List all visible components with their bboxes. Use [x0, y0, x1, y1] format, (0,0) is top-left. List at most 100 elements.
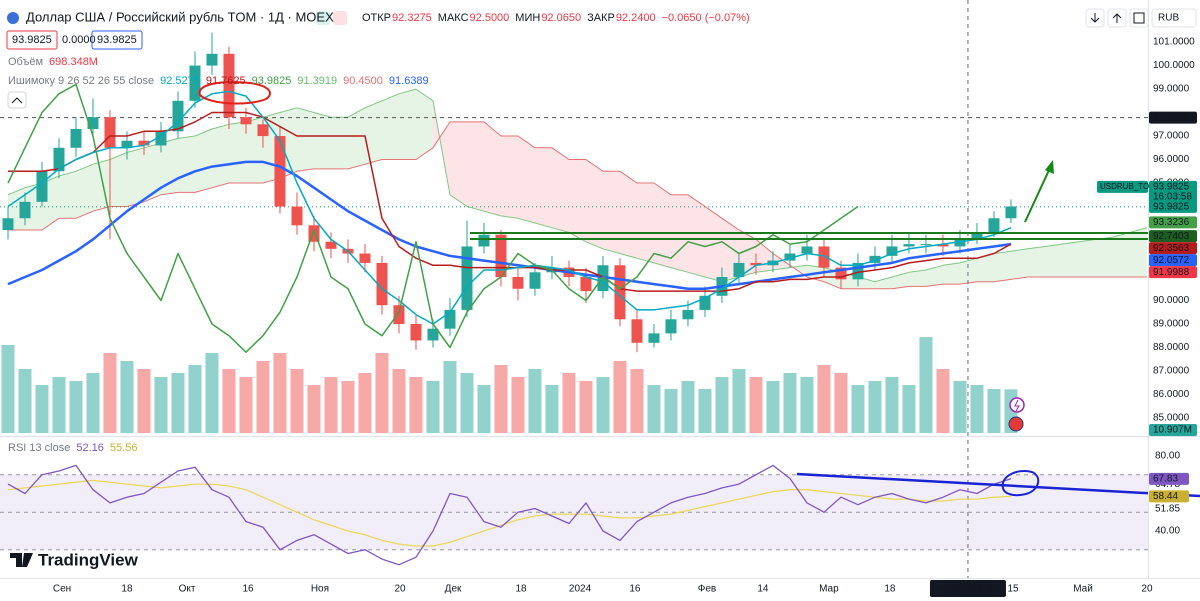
ichimoku-line: [7, 90, 1012, 325]
candle-body: [818, 246, 830, 268]
arrow-icon: [1090, 13, 1100, 23]
last-price-box: [1149, 200, 1197, 213]
cloud-segment: [891, 272, 909, 289]
volume-bar: [715, 377, 729, 433]
volume-bar: [953, 381, 967, 433]
volume-bar: [579, 381, 593, 433]
cloud-span-a: [7, 88, 1148, 283]
cloud-segment: [211, 124, 229, 188]
volume-bar: [426, 381, 440, 433]
candle-body: [954, 239, 966, 247]
cloud-segment: [534, 147, 552, 228]
series-readout: 93.9825: [12, 34, 52, 46]
back-layer: [0, 0, 1148, 578]
ichimoku-line: [8, 111, 1012, 292]
cloud-segment: [874, 277, 892, 289]
collapse-button[interactable]: [7, 91, 27, 109]
currency-button[interactable]: [1151, 8, 1197, 28]
candle-body: [427, 328, 439, 341]
price-label-box: [1149, 242, 1197, 255]
price-label-box: [1149, 230, 1197, 243]
country-icon: [1008, 416, 1024, 432]
x-tick-label: 2024: [569, 584, 592, 595]
price-label: 92.3563: [1153, 243, 1190, 254]
maximize-icon: [1133, 12, 1145, 24]
brand-name: TradingView: [38, 550, 139, 569]
x-tick-label: 18: [515, 584, 527, 595]
volume-bar: [273, 353, 287, 433]
volume-bar: [494, 365, 508, 433]
rsi-tick-label: 80.00: [1155, 451, 1180, 462]
cloud-segment: [296, 107, 314, 172]
volume-bar: [902, 385, 916, 433]
rsi-label: RSI 13 close: [8, 442, 70, 454]
rsi-readout: 55.56: [110, 442, 138, 454]
cursor-label: чт 04 Апр '24: [938, 584, 998, 595]
cloud-segment: [942, 262, 960, 285]
cloud-segment: [1027, 246, 1045, 278]
candle-body: [291, 206, 303, 226]
candle-body: [614, 265, 626, 320]
ichimoku-readout: 91.7625: [206, 75, 246, 87]
candle-body: [461, 246, 473, 310]
volume-bar: [35, 385, 49, 433]
maximize-button[interactable]: [1129, 8, 1149, 28]
cloud-segment: [500, 136, 518, 219]
candle-body: [529, 272, 541, 289]
candle-body: [988, 218, 1000, 233]
volume-bar: [443, 361, 457, 433]
volume-bar: [290, 369, 304, 433]
collapse-icon: [11, 97, 23, 104]
candle-body: [359, 253, 371, 263]
countdown: 16:03:58: [1153, 192, 1192, 203]
symbol-label: USDRUB_TOM: [1100, 182, 1156, 191]
rsi-band: [0, 474, 1148, 550]
cloud-segment: [636, 183, 654, 263]
candle-body: [155, 131, 167, 146]
cloud-segment: [517, 136, 535, 223]
series-readout: 0.0000: [62, 34, 96, 46]
price-label-box: [1149, 266, 1197, 279]
volume-bar: [52, 377, 66, 433]
pane-separator: [0, 436, 1200, 437]
cloud-segment: [228, 121, 246, 184]
event-icon: [1009, 397, 1025, 413]
change: −0.0650 (−0.07%): [662, 12, 750, 24]
candle-body: [512, 277, 524, 289]
candle-body: [682, 309, 694, 320]
candle-body: [2, 218, 14, 231]
volume-bar: [987, 389, 1001, 433]
y-tick-label: 96.0000: [1153, 154, 1190, 165]
arrow-icon: [1112, 13, 1122, 23]
volume-bar: [936, 369, 950, 433]
price-label-box: [1149, 111, 1197, 124]
candle-body: [495, 234, 507, 278]
cloud-segment: [1078, 239, 1096, 278]
cloud-segment: [772, 253, 790, 270]
candle-body: [104, 117, 116, 148]
candle-body: [240, 117, 252, 125]
volume-bar: [120, 361, 134, 433]
volume-bar: [103, 353, 117, 433]
candle-body: [920, 244, 932, 246]
cloud-segment: [1129, 227, 1147, 278]
cloud-segment: [398, 89, 416, 160]
cloud-segment: [908, 269, 926, 287]
series-readout: 93.9825: [97, 34, 137, 46]
y-tick-label: 88.0000: [1153, 342, 1190, 353]
price-axis-border: [1148, 0, 1149, 578]
y-tick-label: 99.0000: [1153, 84, 1190, 95]
price-label-box: [1149, 216, 1197, 229]
y-tick-label: 100.0000: [1153, 60, 1195, 71]
volume-title: Объём: [8, 56, 43, 68]
candle-body: [835, 267, 847, 280]
volume-bar: [545, 385, 559, 433]
volume-bar: [664, 389, 678, 433]
currency: RUB: [1158, 13, 1179, 24]
volume-bar: [749, 377, 763, 433]
ichimoku-label: Ишимоку 9 26 52 26 55 close: [8, 75, 154, 87]
volume-bar: [732, 369, 746, 433]
candle-body: [750, 262, 762, 266]
cloud-segment: [58, 171, 76, 219]
